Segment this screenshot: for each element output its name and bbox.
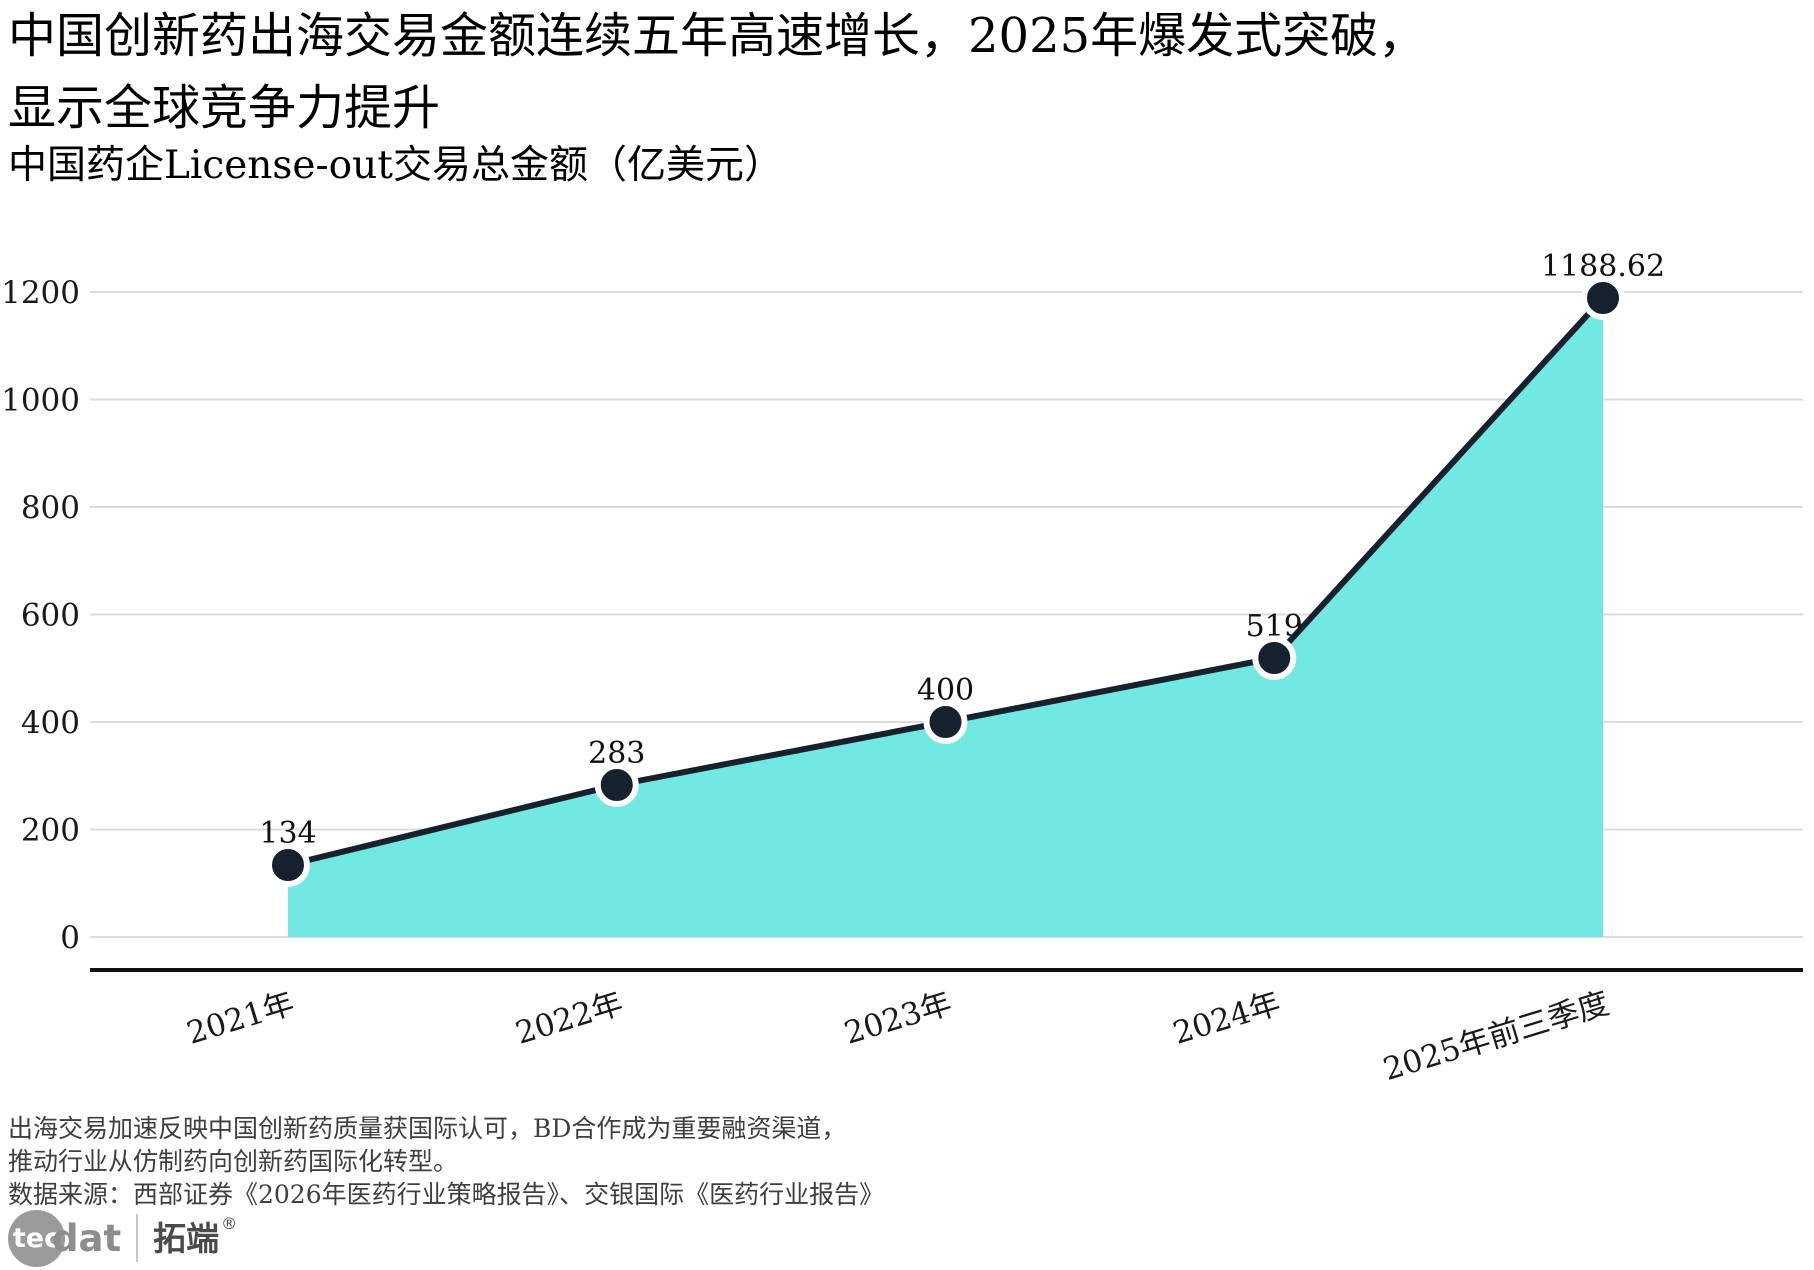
y-tick-label: 0: [60, 920, 80, 956]
tecdat-logo-circle: tec: [8, 1209, 65, 1267]
footer-notes: 出海交易加速反映中国创新药质量获国际认可，BD合作成为重要融资渠道， 推动行业从…: [8, 1112, 884, 1211]
chart-subtitle: 中国药企License-out交易总金额（亿美元）: [8, 143, 783, 188]
area-fill: [288, 298, 1603, 937]
tecdat-logo-chinese-name: 拓端: [153, 1218, 220, 1258]
data-point-label: 283: [588, 736, 645, 771]
y-tick-label: 800: [21, 490, 80, 526]
y-tick-label: 400: [21, 705, 80, 741]
chart-title-line1: 中国创新药出海交易金额连续五年高速增长，2025年爆发式突破，: [8, 8, 1427, 64]
registered-trademark-icon: ®: [221, 1214, 238, 1233]
data-point-label: 134: [259, 816, 316, 851]
chart-title: 中国创新药出海交易金额连续五年高速增长，2025年爆发式突破， 显示全球竞争力提…: [8, 0, 1426, 144]
footer-note-line1: 出海交易加速反映中国创新药质量获国际认可，BD合作成为重要融资渠道，: [8, 1114, 847, 1143]
data-point: [1252, 636, 1297, 680]
logo-divider: [136, 1214, 139, 1262]
x-tick-label: 2024年: [1169, 985, 1285, 1052]
y-tick-label: 1200: [1, 275, 80, 311]
data-point: [266, 843, 310, 887]
x-tick-label: 2021年: [183, 985, 299, 1052]
data-point: [1581, 276, 1625, 320]
x-tick-label: 2023年: [840, 985, 956, 1052]
tecdat-logo-wordmark: dat: [52, 1216, 122, 1260]
data-point: [594, 763, 639, 807]
data-point: [923, 700, 968, 744]
x-tick-label: 2022年: [511, 985, 627, 1052]
data-point-label: 400: [917, 673, 974, 708]
tecdat-logo: tec dat 拓端 ®: [8, 1208, 237, 1268]
y-tick-label: 600: [21, 598, 80, 634]
data-point-label: 1188.62: [1541, 249, 1665, 284]
chart-title-line2: 显示全球竞争力提升: [8, 80, 441, 136]
data-source-note: 数据来源：西部证券《2026年医药行业策略报告》、交银国际《医药行业报告》: [8, 1180, 885, 1209]
data-point-label: 519: [1246, 609, 1303, 644]
x-tick-label: 2025年前三季度: [1379, 985, 1613, 1088]
footer-note-line2: 推动行业从仿制药向创新药国际化转型。: [8, 1147, 459, 1176]
y-tick-label: 1000: [1, 383, 80, 419]
y-tick-label: 200: [21, 813, 80, 849]
